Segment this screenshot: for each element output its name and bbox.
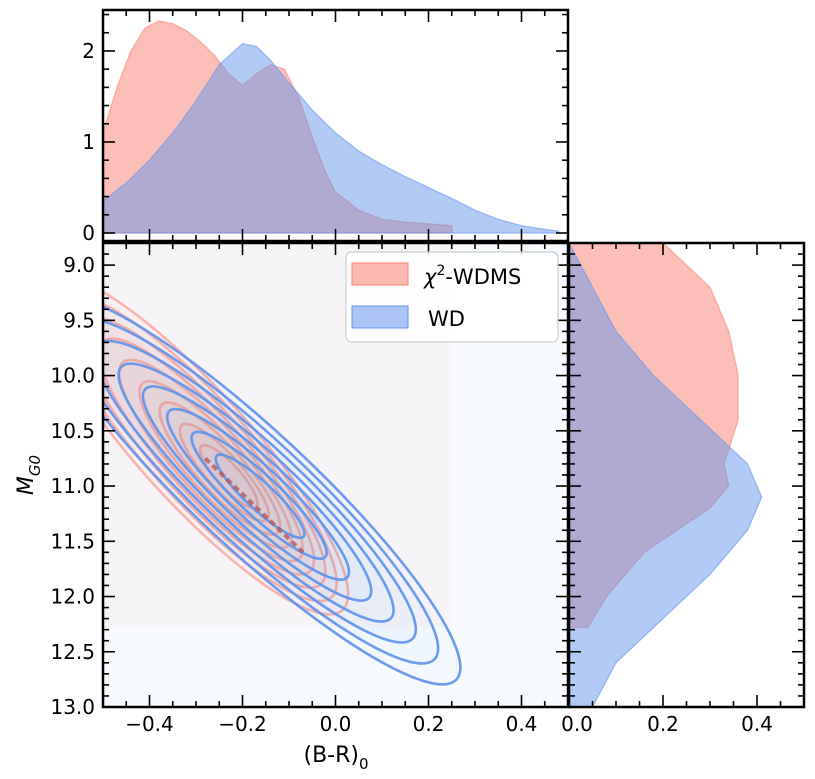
y-tick-label: 12.0: [50, 585, 95, 609]
contour-wd-level-8: [103, 294, 462, 686]
right-x-tick-label: 0.0: [561, 712, 593, 736]
x-axis-label: (B-R)0: [303, 743, 368, 773]
right-density-wd: [569, 243, 763, 707]
y-tick-label: 11.0: [50, 474, 95, 498]
top-marginal-panel: 0 1 2: [82, 8, 570, 245]
right-marginal-panel: 0.0 0.2 0.4: [561, 241, 806, 736]
contour-wd-level-6: [103, 339, 418, 644]
top-y-tick-label: 0: [82, 221, 95, 245]
x-tick-label: 0.4: [506, 712, 538, 736]
top-y-tick-label: 1: [82, 130, 95, 154]
x-tick-label: 0.0: [320, 712, 352, 736]
y-tick-label: 10.0: [50, 364, 95, 388]
x-tick-label: −0.2: [218, 712, 267, 736]
legend-label-wdms: χ2-WDMS: [423, 263, 521, 289]
legend-swatch-wdms: [351, 262, 409, 286]
legend: χ2-WDMS WD: [345, 251, 559, 343]
legend-label-wd: WD: [428, 307, 465, 331]
y-tick-label: 10.5: [50, 419, 95, 443]
y-axis-label: MG0: [14, 455, 44, 495]
contour-wd-level-1: [214, 453, 306, 540]
contour-wd-level-7: [103, 316, 440, 665]
y-tick-label: 11.5: [50, 529, 95, 553]
y-tick-label: 9.0: [63, 253, 95, 277]
y-tick-label: 9.5: [63, 308, 95, 332]
x-tick-label: −0.4: [125, 712, 174, 736]
top-y-tick-label: 2: [82, 39, 95, 63]
density-peak-ridge: [203, 456, 305, 554]
right-x-tick-label: 0.2: [647, 712, 679, 736]
x-tick-label: 0.2: [413, 712, 445, 736]
contour-wd-level-5: [117, 362, 395, 623]
contour-wd-level-2: [190, 430, 328, 561]
right-x-tick-label: 0.4: [741, 712, 773, 736]
y-tick-label: 12.5: [50, 640, 95, 664]
contour-wd-level-3: [165, 407, 351, 581]
contour-wd-level-4: [141, 385, 373, 602]
legend-swatch-wd: [351, 305, 409, 329]
y-tick-label: 13.0: [50, 695, 95, 719]
top-density-wd: [103, 43, 560, 234]
